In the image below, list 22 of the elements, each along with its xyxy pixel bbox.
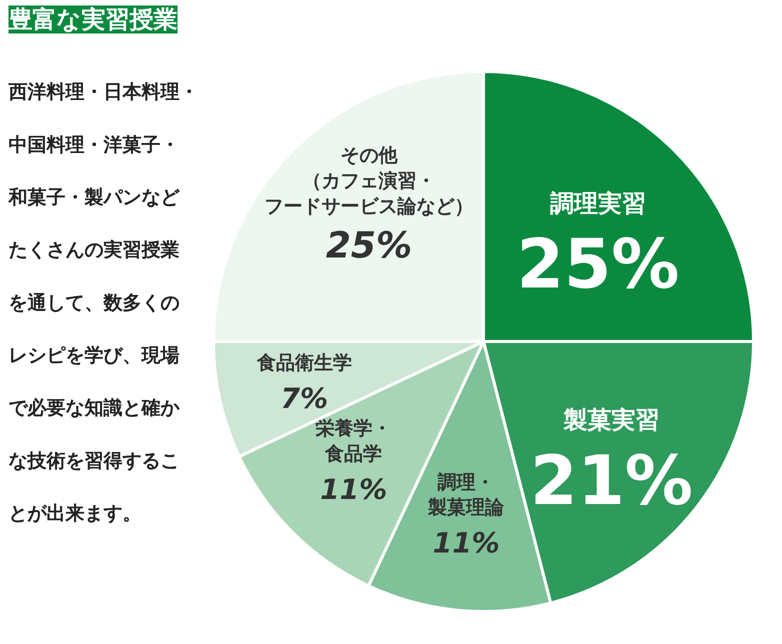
text: 和菓子・製パンなど: [8, 186, 180, 208]
text: 中国料理・洋菓子・: [8, 134, 180, 156]
data-label: 7%: [280, 382, 328, 416]
slice-label: その他（カフェ演習・フードサービス論など）: [264, 144, 474, 218]
text: で必要な知識と確か: [8, 397, 180, 420]
slice-label: 調理・製菓理論: [427, 471, 506, 519]
text: を通して、数多くの: [8, 292, 180, 314]
data-label: 25%: [516, 225, 680, 304]
text: 西洋料理・日本料理・: [8, 81, 198, 104]
chart-title: 豊富な実習授業: [8, 6, 178, 34]
slice-label: 調理実習: [550, 189, 646, 218]
data-label: 21%: [530, 442, 693, 522]
text: たくさんの実習授業: [8, 239, 180, 262]
text: な技術を習得するこ: [8, 450, 180, 472]
slice-label: 栄養学・食品学: [316, 418, 392, 465]
data-label: 25%: [326, 225, 412, 266]
text: とが出来ます。: [8, 502, 142, 525]
slice-label: 食品衛生学: [256, 352, 352, 374]
data-label: 11%: [320, 473, 388, 506]
data-label: 11%: [432, 526, 500, 560]
slice-label: 製菓実習: [562, 406, 660, 434]
text: レシピを学び、現場: [8, 344, 180, 367]
